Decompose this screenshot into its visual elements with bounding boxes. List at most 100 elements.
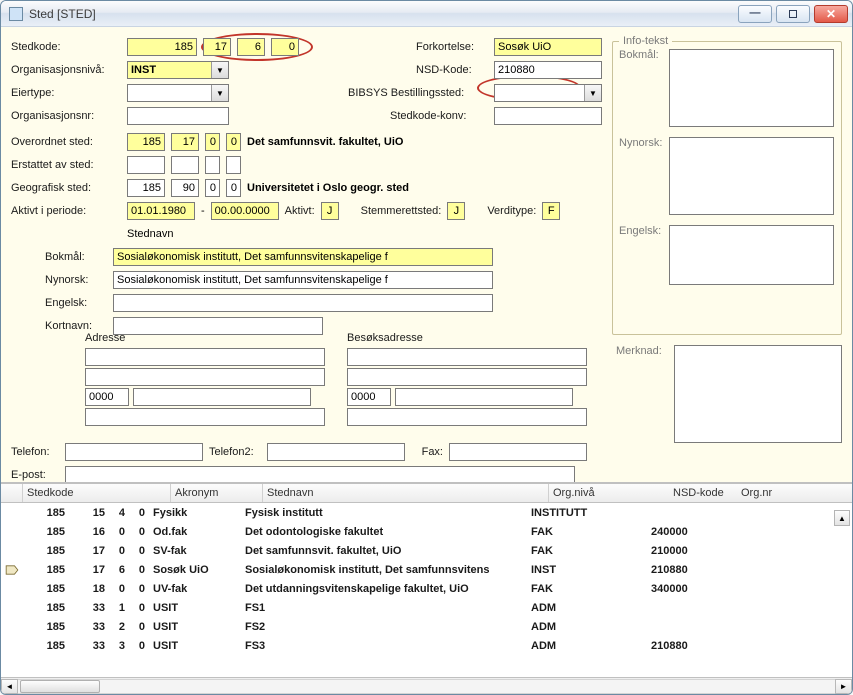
verditype-flag[interactable]	[542, 202, 560, 220]
stedkode-c[interactable]	[237, 38, 265, 56]
overordnet-d[interactable]	[226, 133, 241, 151]
label-besoksadresse: Besøksadresse	[347, 332, 587, 344]
info-bokmal[interactable]	[669, 49, 834, 127]
stednavn-nynorsk[interactable]	[113, 271, 493, 289]
label-engelsk: Engelsk:	[45, 297, 107, 309]
table-row[interactable]: 1853330USITFS3ADM210880	[1, 636, 852, 655]
grid-header-orgnivaa[interactable]: Org.nivå	[549, 484, 669, 502]
info-label-bokmal: Bokmål:	[619, 49, 667, 61]
maximize-button[interactable]	[776, 5, 810, 23]
geografisk-text: Universitetet i Oslo geogr. sted	[247, 182, 409, 194]
forkortelse-input[interactable]	[494, 38, 602, 56]
eiertype-value	[128, 85, 211, 101]
table-row[interactable]: 1851700SV-fakDet samfunnsvit. fakultet, …	[1, 541, 852, 560]
grid-body[interactable]: 1851540FysikkFysisk instituttINSTITUTT18…	[1, 503, 852, 677]
label-telefon: Telefon:	[11, 446, 59, 458]
horizontal-scrollbar[interactable]: ◄ ►	[1, 677, 852, 694]
label-eiertype: Eiertype:	[11, 87, 121, 99]
grid-header: Stedkode Akronym Stednavn Org.nivå NSD-k…	[1, 484, 852, 503]
telefon-input[interactable]	[65, 443, 203, 461]
scroll-left-icon[interactable]: ◄	[1, 679, 18, 694]
bibsys-combo[interactable]: ▼	[494, 84, 602, 102]
stemmerett-flag[interactable]	[447, 202, 465, 220]
aktivt-flag[interactable]	[321, 202, 339, 220]
periode-from[interactable]	[127, 202, 195, 220]
info-tekst-group: Info-tekst Bokmål: Nynorsk: Engelsk:	[612, 35, 842, 335]
besok-1[interactable]	[347, 348, 587, 366]
stedkode-b[interactable]	[203, 38, 231, 56]
adresse-2[interactable]	[85, 368, 325, 386]
scroll-up-icon[interactable]: ▲	[834, 510, 850, 526]
app-window: Sted [STED] — ✕ Stedkode: Forkorte	[0, 0, 853, 695]
info-nynorsk[interactable]	[669, 137, 834, 215]
table-row[interactable]: 1853310USITFS1ADM	[1, 598, 852, 617]
nsdkode-input[interactable]	[494, 61, 602, 79]
orgnivaa-combo[interactable]: INST ▼	[127, 61, 229, 79]
adresse-4[interactable]	[85, 408, 325, 426]
close-button[interactable]: ✕	[814, 5, 848, 23]
info-label-nynorsk: Nynorsk:	[619, 137, 667, 149]
merknad-input[interactable]	[674, 345, 842, 443]
periode-to[interactable]	[211, 202, 279, 220]
chevron-down-icon: ▼	[584, 85, 601, 101]
geografisk-d[interactable]	[226, 179, 241, 197]
besok-4[interactable]	[347, 408, 587, 426]
scroll-thumb[interactable]	[20, 680, 100, 693]
label-overordnet: Overordnet sted:	[11, 136, 121, 148]
post-right[interactable]	[347, 388, 391, 406]
poststed-right[interactable]	[395, 388, 573, 406]
orgnivaa-value: INST	[128, 62, 211, 78]
table-row[interactable]: 1853320USITFS2ADM	[1, 617, 852, 636]
label-epost: E-post:	[11, 469, 59, 481]
label-verditype: Verditype:	[487, 205, 536, 217]
stednavn-bokmal[interactable]	[113, 248, 493, 266]
info-label-engelsk: Engelsk:	[619, 225, 667, 237]
app-icon	[9, 7, 23, 21]
overordnet-text: Det samfunnsvit. fakultet, UiO	[247, 136, 403, 148]
geografisk-b[interactable]	[171, 179, 199, 197]
grid-header-akronym[interactable]: Akronym	[171, 484, 263, 502]
legend-infotekst: Info-tekst	[619, 35, 672, 47]
erstattet-c[interactable]	[205, 156, 220, 174]
grid-header-orgnr[interactable]: Org.nr	[737, 484, 797, 502]
table-row[interactable]: 1851540FysikkFysisk instituttINSTITUTT	[1, 503, 852, 522]
label-kortnavn: Kortnavn:	[45, 320, 107, 332]
eiertype-combo[interactable]: ▼	[127, 84, 229, 102]
poststed-left[interactable]	[133, 388, 311, 406]
overordnet-c[interactable]	[205, 133, 220, 151]
erstattet-a[interactable]	[127, 156, 165, 174]
erstattet-d[interactable]	[226, 156, 241, 174]
table-row[interactable]: 1851760Sosøk UiOSosialøkonomisk institut…	[1, 560, 852, 579]
stedkodekonv-input[interactable]	[494, 107, 602, 125]
post-left[interactable]	[85, 388, 129, 406]
label-bibsys: BIBSYS Bestillingssted:	[348, 87, 488, 99]
fax-input[interactable]	[449, 443, 587, 461]
window-title: Sted [STED]	[29, 7, 96, 21]
erstattet-b[interactable]	[171, 156, 199, 174]
label-bokmal: Bokmål:	[45, 251, 107, 263]
stedkode-d[interactable]	[271, 38, 299, 56]
minimize-button[interactable]: —	[738, 5, 772, 23]
grid-header-nsdkode[interactable]: NSD-kode	[669, 484, 737, 502]
orgnr-input[interactable]	[127, 107, 229, 125]
vertical-scrollbar[interactable]: ▲	[834, 510, 850, 674]
table-row[interactable]: 1851800UV-fakDet utdanningsvitenskapelig…	[1, 579, 852, 598]
label-stednavn: Stednavn	[127, 228, 173, 240]
table-row[interactable]: 1851600Od.fakDet odontologiske fakultetF…	[1, 522, 852, 541]
stedkode-a[interactable]	[127, 38, 197, 56]
grid-header-stednavn[interactable]: Stednavn	[263, 484, 549, 502]
titlebar[interactable]: Sted [STED] — ✕	[1, 1, 852, 27]
geografisk-a[interactable]	[127, 179, 165, 197]
label-stedkode: Stedkode:	[11, 41, 121, 53]
overordnet-b[interactable]	[171, 133, 199, 151]
dash: -	[201, 205, 205, 217]
info-engelsk[interactable]	[669, 225, 834, 285]
overordnet-a[interactable]	[127, 133, 165, 151]
stednavn-engelsk[interactable]	[113, 294, 493, 312]
besok-2[interactable]	[347, 368, 587, 386]
scroll-right-icon[interactable]: ►	[835, 679, 852, 694]
adresse-1[interactable]	[85, 348, 325, 366]
grid-header-stedkode[interactable]: Stedkode	[23, 484, 171, 502]
geografisk-c[interactable]	[205, 179, 220, 197]
telefon2-input[interactable]	[267, 443, 405, 461]
